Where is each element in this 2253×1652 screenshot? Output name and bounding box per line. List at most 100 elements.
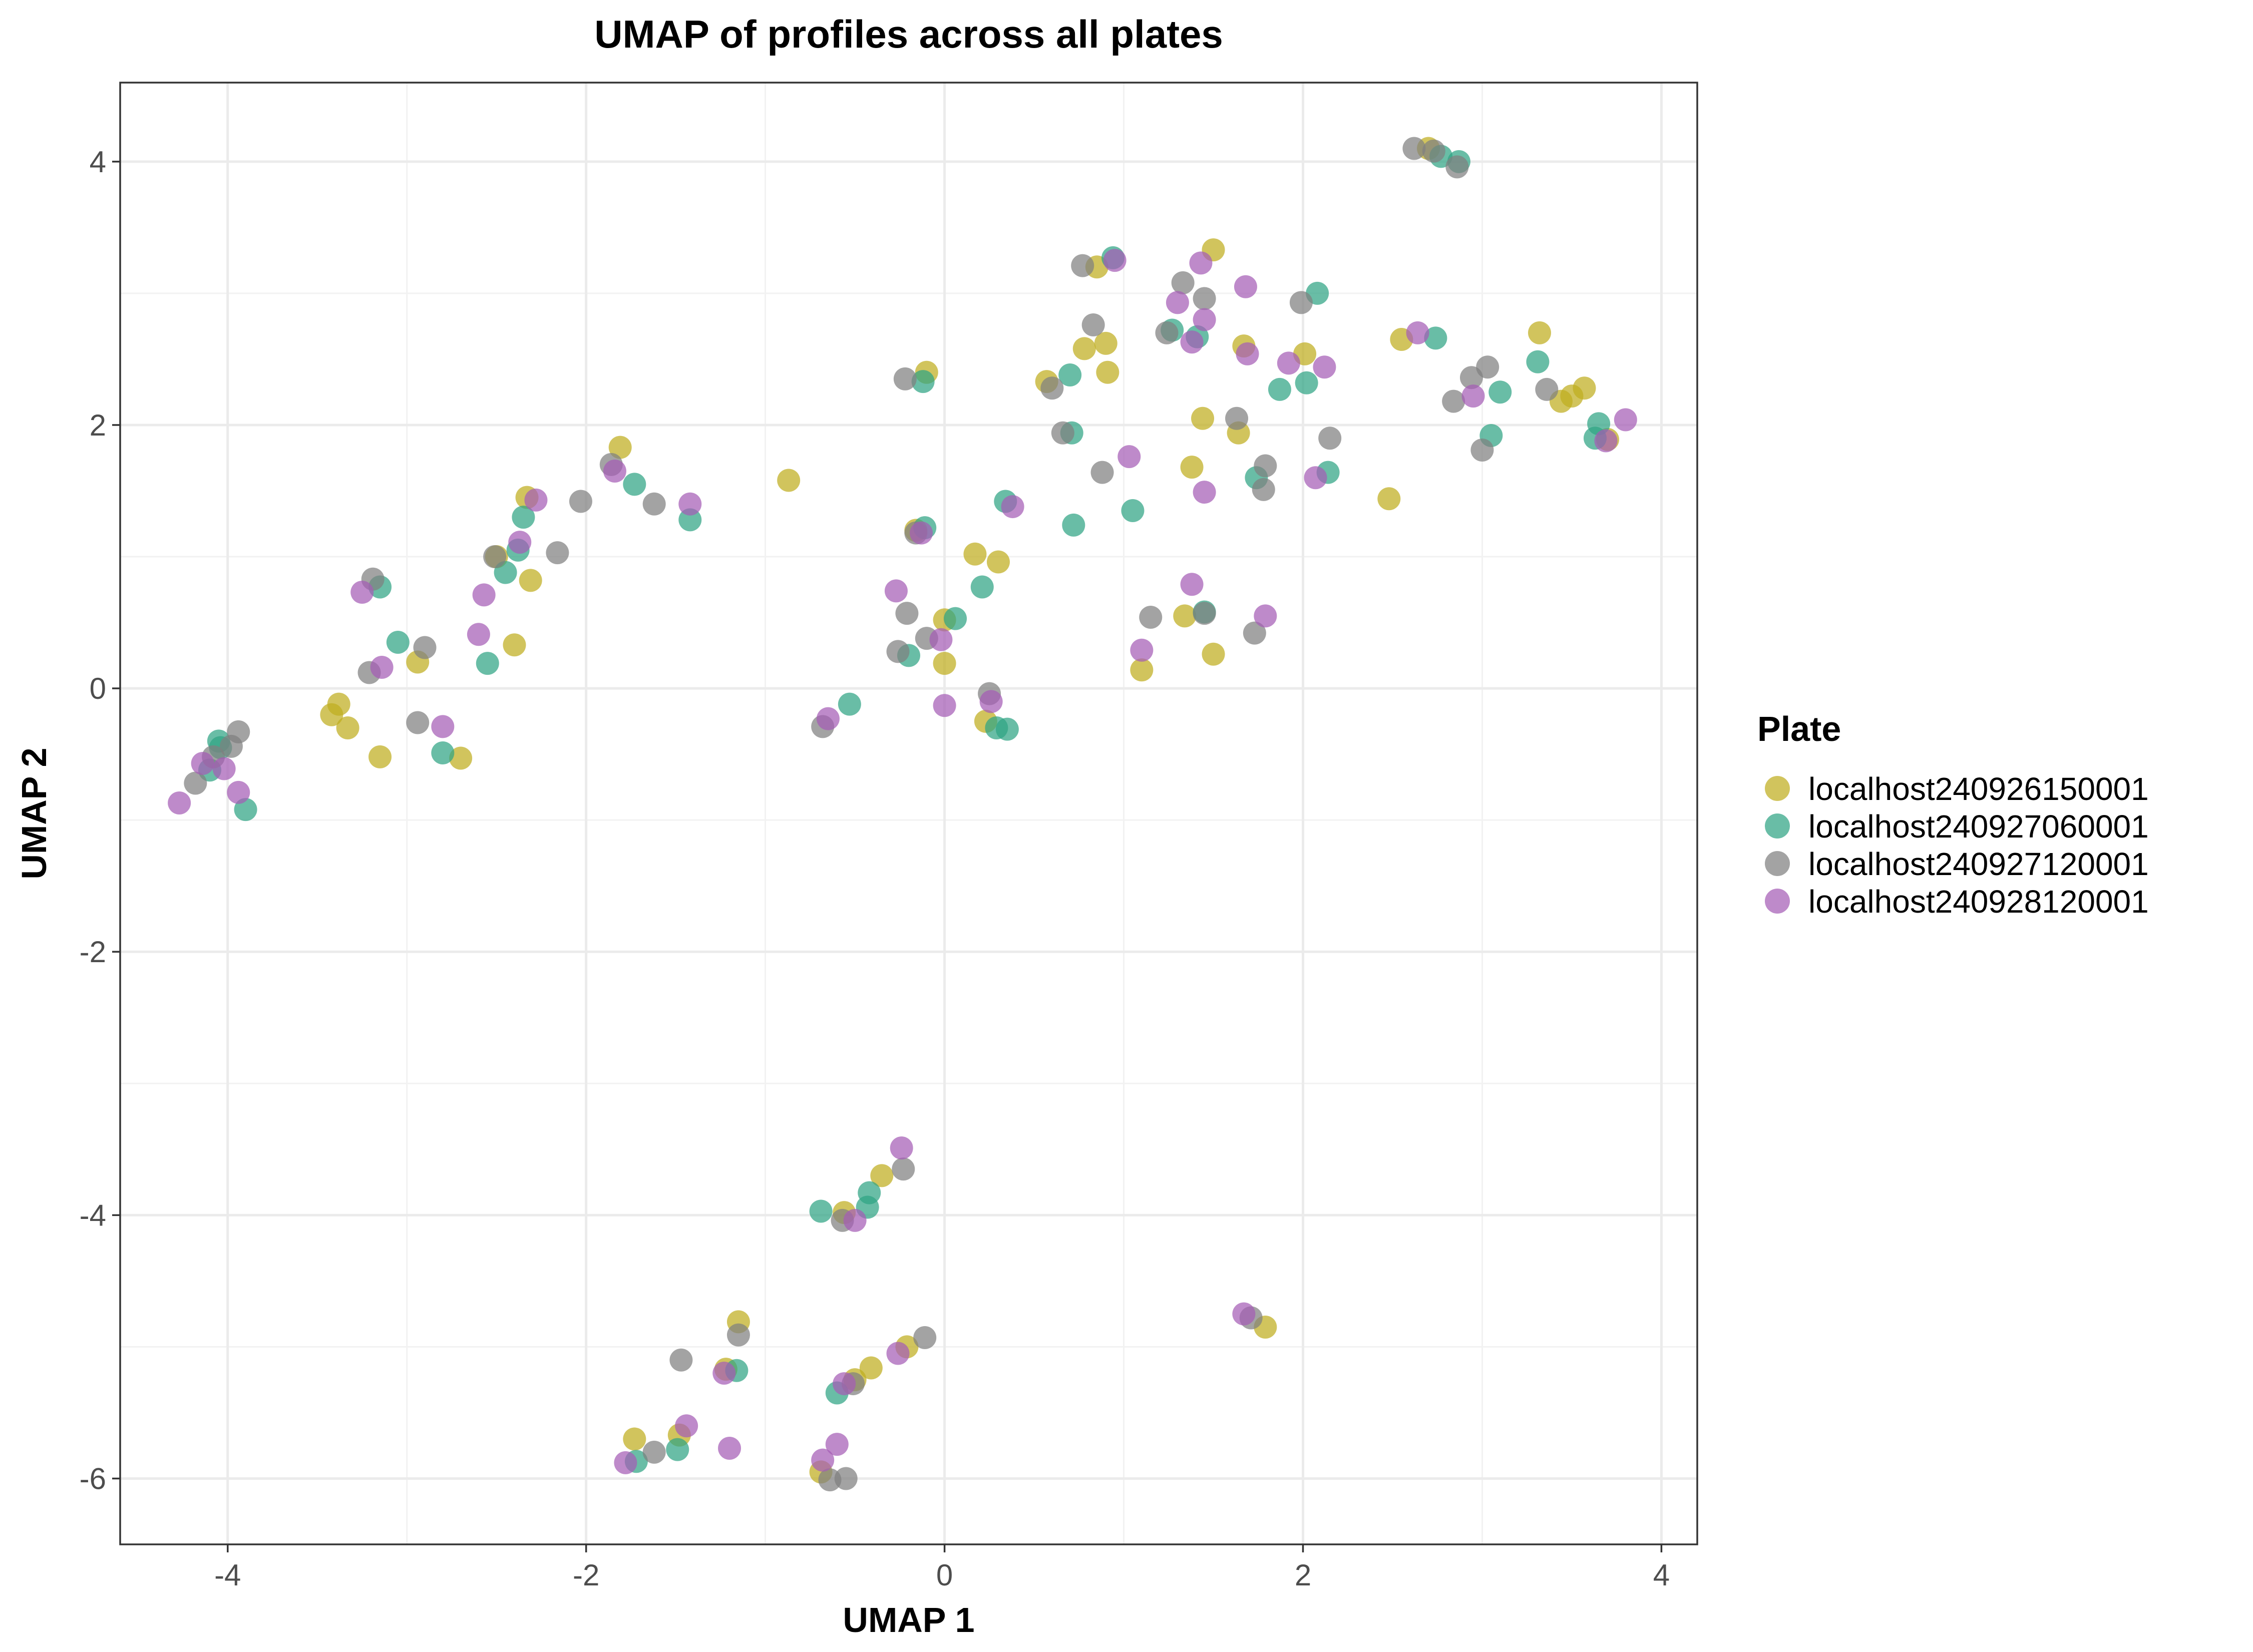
data-point [675, 1414, 698, 1438]
data-point [777, 469, 801, 492]
data-point [368, 745, 392, 768]
data-point [1318, 427, 1342, 450]
data-point [1254, 604, 1277, 628]
data-point [623, 1427, 646, 1451]
data-point [503, 633, 526, 657]
data-point [1166, 291, 1189, 314]
x-tick-label: -4 [214, 1558, 241, 1592]
data-point [669, 1348, 693, 1372]
data-point [910, 521, 933, 545]
data-point [816, 707, 840, 730]
data-point [1442, 389, 1465, 413]
data-point [431, 741, 455, 764]
data-point [1236, 342, 1259, 365]
data-point [1268, 377, 1291, 401]
data-point [834, 1467, 858, 1490]
data-point [1234, 275, 1257, 298]
data-point [519, 569, 542, 592]
data-point [809, 1199, 833, 1223]
legend-key [1765, 851, 1790, 876]
data-point [1526, 350, 1550, 373]
data-point [1139, 606, 1163, 629]
data-point [886, 1342, 910, 1365]
data-point [859, 1356, 883, 1380]
y-tick-label: 2 [90, 408, 106, 442]
data-point [1051, 421, 1074, 445]
data-point [726, 1323, 750, 1347]
data-point [1094, 331, 1117, 355]
data-point [1535, 377, 1559, 401]
legend-key [1765, 813, 1790, 839]
data-point [1406, 321, 1429, 344]
data-point [327, 692, 350, 716]
data-point [1155, 321, 1179, 344]
data-point [1193, 308, 1216, 331]
legend-label: localhost240928120001 [1808, 884, 2149, 920]
data-point [870, 1164, 894, 1187]
data-point [1377, 487, 1401, 511]
x-tick-label: 0 [936, 1558, 953, 1592]
data-point [995, 717, 1019, 741]
data-point [1424, 326, 1447, 350]
data-point [1072, 337, 1096, 360]
data-point [1402, 137, 1426, 160]
data-point [858, 1181, 881, 1204]
data-point [1614, 408, 1637, 432]
data-point [614, 1451, 637, 1474]
legend: Plate localhost240926150001localhost2409… [1757, 709, 2149, 920]
data-point [890, 1136, 913, 1160]
data-point [712, 1362, 736, 1385]
y-tick-label: 0 [90, 672, 106, 705]
data-point [546, 541, 569, 565]
data-point [227, 720, 250, 743]
y-axis-title: UMAP 2 [15, 747, 54, 879]
data-point [933, 694, 956, 717]
data-point [608, 436, 632, 459]
data-point [1573, 376, 1596, 400]
data-point [893, 367, 917, 390]
data-point [979, 690, 1003, 713]
x-axis-ticks: -4 -2 0 2 4 [214, 1544, 1670, 1592]
data-point [1313, 355, 1336, 379]
plot-panel-border [119, 82, 1698, 1545]
data-point [1254, 454, 1277, 478]
data-point [472, 583, 496, 607]
data-point [467, 623, 490, 646]
data-point [838, 692, 861, 716]
data-point [1189, 251, 1213, 275]
data-point [191, 752, 214, 775]
data-point [1058, 363, 1082, 386]
data-point [1488, 380, 1512, 404]
data-point [406, 711, 430, 734]
data-point [350, 581, 374, 604]
data-point [678, 508, 702, 532]
data-point [603, 460, 626, 483]
data-point [227, 780, 250, 804]
data-point [718, 1436, 741, 1460]
data-point [1232, 1302, 1256, 1326]
y-tick-label: -6 [80, 1462, 106, 1495]
data-point [1193, 481, 1216, 504]
data-point [970, 575, 994, 599]
data-point [1040, 376, 1064, 400]
data-point [642, 492, 666, 516]
data-point [1476, 355, 1499, 379]
minor-gridlines [120, 83, 1697, 1544]
data-point [1243, 621, 1266, 645]
data-point [431, 715, 455, 738]
legend-label: localhost240927060001 [1808, 808, 2149, 845]
data-point [569, 490, 592, 513]
data-point [833, 1372, 856, 1396]
data-point [933, 652, 956, 675]
data-point [986, 550, 1010, 574]
data-point [1528, 321, 1551, 344]
data-point [1103, 249, 1126, 272]
data-point [1071, 254, 1094, 277]
data-point [913, 1326, 937, 1349]
data-points [168, 137, 1637, 1492]
data-point [1304, 466, 1327, 490]
data-point [1295, 371, 1318, 394]
data-point [1277, 351, 1300, 375]
data-point [508, 531, 532, 554]
